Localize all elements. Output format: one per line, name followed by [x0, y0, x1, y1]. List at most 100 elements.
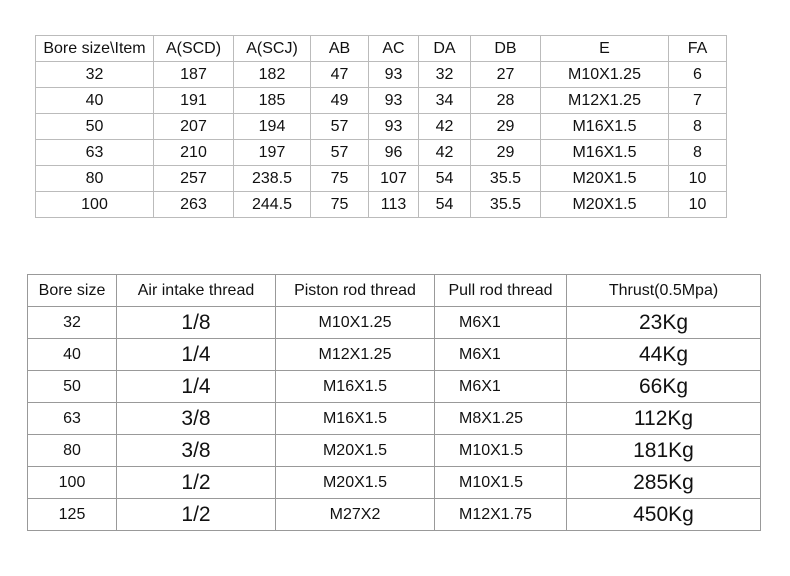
table-cell: 3/8: [116, 402, 276, 435]
header-cell: Air intake thread: [116, 274, 276, 307]
header-row: Bore size\Item A(SCD) A(SCJ) AB AC DA DB E FA: [35, 35, 727, 62]
table-cell: M27X2: [275, 498, 435, 531]
table-cell: M16X1.5: [275, 370, 435, 403]
table-row: 100 1/2 M20X1.5 M10X1.5 285Kg: [27, 466, 761, 499]
table-cell: M20X1.5: [275, 466, 435, 499]
table-row: 63 3/8 M16X1.5 M8X1.25 112Kg: [27, 402, 761, 435]
table-cell: 93: [368, 113, 419, 140]
table-cell: 185: [233, 87, 311, 114]
table-cell: M6X1: [434, 306, 567, 339]
table-cell: 8: [668, 113, 727, 140]
table-cell: M6X1: [434, 338, 567, 371]
table-cell: 1/2: [116, 466, 276, 499]
table-cell: M16X1.5: [275, 402, 435, 435]
table-cell: 8: [668, 139, 727, 166]
header-cell: A(SCJ): [233, 35, 311, 62]
table-cell: 75: [310, 191, 369, 218]
table-cell: M20X1.5: [540, 191, 669, 218]
table-cell: 107: [368, 165, 419, 192]
table-cell: 35.5: [470, 165, 541, 192]
table-cell: M12X1.25: [540, 87, 669, 114]
table-cell: 35.5: [470, 191, 541, 218]
table-row: 100 263 244.5 75 113 54 35.5 M20X1.5 10: [35, 191, 727, 218]
table-cell: 10: [668, 191, 727, 218]
table-cell: 29: [470, 139, 541, 166]
table-cell: 28: [470, 87, 541, 114]
table-cell: 42: [418, 139, 471, 166]
table-cell: 257: [153, 165, 234, 192]
table-cell: 7: [668, 87, 727, 114]
header-cell: DB: [470, 35, 541, 62]
table-cell: M20X1.5: [275, 434, 435, 467]
table-cell: 6: [668, 61, 727, 88]
table-cell: 32: [27, 306, 117, 339]
table-cell: 40: [35, 87, 154, 114]
table-cell: M10X1.25: [540, 61, 669, 88]
table-row: 50 207 194 57 93 42 29 M16X1.5 8: [35, 113, 727, 140]
table-cell: 23Kg: [566, 306, 761, 339]
table-cell: 80: [35, 165, 154, 192]
table-row: 32 1/8 M10X1.25 M6X1 23Kg: [27, 306, 761, 339]
table-cell: 181Kg: [566, 434, 761, 467]
table-cell: 49: [310, 87, 369, 114]
table-cell: 32: [418, 61, 471, 88]
table-cell: 42: [418, 113, 471, 140]
dimension-table: Bore size\Item A(SCD) A(SCJ) AB AC DA DB E FA 32 1…: [35, 35, 727, 218]
table-cell: 57: [310, 139, 369, 166]
header-cell: A(SCD): [153, 35, 234, 62]
table-cell: 93: [368, 87, 419, 114]
table-cell: 50: [27, 370, 117, 403]
table-cell: 80: [27, 434, 117, 467]
table-cell: 34: [418, 87, 471, 114]
table-cell: 182: [233, 61, 311, 88]
header-cell: Thrust(0.5Mpa): [566, 274, 761, 307]
table-cell: M10X1.25: [275, 306, 435, 339]
table-row: 63 210 197 57 96 42 29 M16X1.5 8: [35, 139, 727, 166]
table-cell: M10X1.5: [434, 466, 567, 499]
table-cell: 50: [35, 113, 154, 140]
table-row: 40 191 185 49 93 34 28 M12X1.25 7: [35, 87, 727, 114]
table-cell: M12X1.75: [434, 498, 567, 531]
header-cell: Bore size\Item: [35, 35, 154, 62]
table-cell: 54: [418, 191, 471, 218]
table-cell: 40: [27, 338, 117, 371]
table-cell: 75: [310, 165, 369, 192]
table-cell: 10: [668, 165, 727, 192]
table-cell: 1/2: [116, 498, 276, 531]
header-row: Bore size Air intake thread Piston rod thr…: [27, 274, 761, 307]
table-row: 80 3/8 M20X1.5 M10X1.5 181Kg: [27, 434, 761, 467]
table-cell: 244.5: [233, 191, 311, 218]
table-row: 32 187 182 47 93 32 27 M10X1.25 6: [35, 61, 727, 88]
thread-table: Bore size Air intake thread Piston rod thr…: [27, 274, 761, 531]
table-cell: 197: [233, 139, 311, 166]
table-cell: 1/8: [116, 306, 276, 339]
table-cell: 238.5: [233, 165, 311, 192]
header-cell: E: [540, 35, 669, 62]
table-cell: 44Kg: [566, 338, 761, 371]
table-cell: 47: [310, 61, 369, 88]
table-cell: 285Kg: [566, 466, 761, 499]
table-cell: 1/4: [116, 370, 276, 403]
table-cell: 29: [470, 113, 541, 140]
header-cell: AC: [368, 35, 419, 62]
table-row: 125 1/2 M27X2 M12X1.75 450Kg: [27, 498, 761, 531]
table-cell: 100: [27, 466, 117, 499]
table-cell: M16X1.5: [540, 139, 669, 166]
table-cell: 187: [153, 61, 234, 88]
table-row: 50 1/4 M16X1.5 M6X1 66Kg: [27, 370, 761, 403]
table-row: 40 1/4 M12X1.25 M6X1 44Kg: [27, 338, 761, 371]
table-cell: 450Kg: [566, 498, 761, 531]
table-cell: 66Kg: [566, 370, 761, 403]
table-cell: 63: [35, 139, 154, 166]
table-cell: M20X1.5: [540, 165, 669, 192]
table-cell: 32: [35, 61, 154, 88]
header-cell: FA: [668, 35, 727, 62]
table-cell: M12X1.25: [275, 338, 435, 371]
table-cell: 93: [368, 61, 419, 88]
table-cell: M6X1: [434, 370, 567, 403]
header-cell: Pull rod thread: [434, 274, 567, 307]
header-cell: Piston rod thread: [275, 274, 435, 307]
table-cell: 113: [368, 191, 419, 218]
table-cell: 54: [418, 165, 471, 192]
